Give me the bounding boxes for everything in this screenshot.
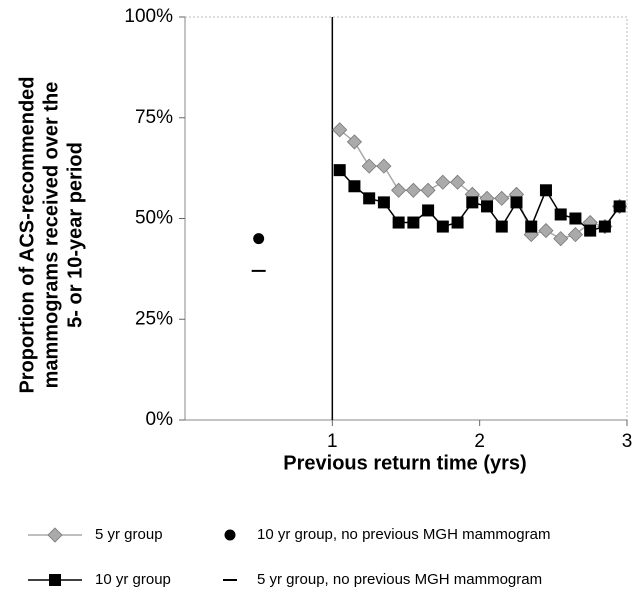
y-tick-label: 100% — [124, 6, 173, 27]
marker — [538, 223, 554, 239]
marker — [407, 216, 420, 229]
y-tick-label: 75% — [135, 107, 173, 128]
series — [333, 164, 626, 237]
marker — [333, 164, 346, 177]
marker — [363, 192, 376, 205]
marker — [613, 200, 626, 213]
marker — [435, 174, 451, 190]
marker — [495, 220, 508, 233]
marker — [567, 227, 583, 243]
x-tick-label: 2 — [474, 431, 485, 452]
marker — [436, 220, 449, 233]
marker — [332, 122, 348, 138]
y-axis-title: Proportion of ACS-recommended — [16, 76, 38, 393]
marker — [494, 190, 510, 206]
y-axis-title: mammograms received over the — [40, 82, 62, 389]
legend-item: 10 yr group — [28, 571, 171, 588]
series — [253, 233, 265, 245]
legend-item: 5 yr group, no previous MGH mammogram — [223, 571, 542, 588]
marker — [598, 220, 611, 233]
marker — [392, 216, 405, 229]
marker — [420, 182, 436, 198]
y-tick-label: 25% — [135, 308, 173, 329]
marker — [391, 182, 407, 198]
legend-label: 10 yr group, no previous MGH mammogram — [257, 526, 550, 543]
marker — [539, 184, 552, 197]
legend-item: 10 yr group, no previous MGH mammogram — [224, 526, 550, 543]
marker — [450, 174, 466, 190]
y-tick-label: 50% — [135, 208, 173, 229]
marker — [47, 527, 63, 543]
x-tick-label: 3 — [622, 431, 633, 452]
x-axis-title: Previous return time (yrs) — [283, 452, 526, 474]
marker — [584, 224, 597, 237]
y-tick-label: 0% — [146, 409, 174, 430]
marker — [376, 158, 392, 174]
marker — [554, 208, 567, 221]
legend-item: 5 yr group — [28, 526, 163, 543]
marker — [346, 134, 362, 150]
marker — [405, 182, 421, 198]
marker — [348, 180, 361, 193]
marker — [510, 196, 523, 209]
marker — [466, 196, 479, 209]
legend-label: 5 yr group — [95, 526, 163, 543]
marker — [253, 233, 265, 245]
marker — [481, 200, 494, 213]
x-tick-label: 1 — [327, 431, 338, 452]
y-axis-title: 5- or 10-year period — [64, 142, 86, 328]
marker — [361, 158, 377, 174]
marker — [377, 196, 390, 209]
legend-label: 5 yr group, no previous MGH mammogram — [257, 571, 542, 588]
marker — [451, 216, 464, 229]
marker — [569, 212, 582, 225]
legend-label: 10 yr group — [95, 571, 171, 588]
marker — [224, 529, 236, 541]
marker — [49, 574, 61, 586]
series — [332, 122, 628, 247]
marker — [422, 204, 435, 217]
marker — [525, 220, 538, 233]
marker — [553, 231, 569, 247]
